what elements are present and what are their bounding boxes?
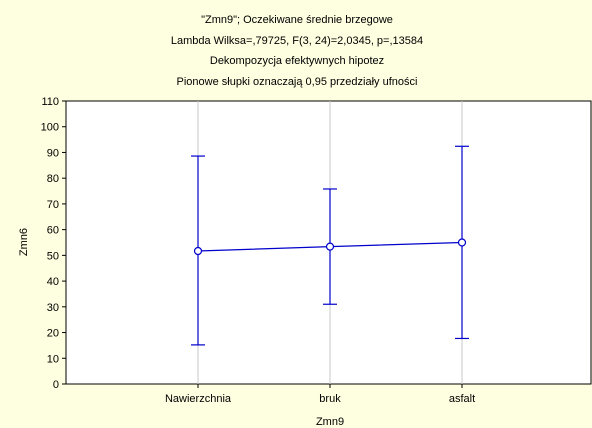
y-tick-label: 0 <box>53 379 59 391</box>
axis-layer: 0 10 20 30 40 50 60 70 80 90 100 110 Nawierzchnia bru… <box>41 96 476 405</box>
y-tick-label: 80 <box>47 173 59 185</box>
y-tick-label: 60 <box>47 225 59 237</box>
y-tick-label: 100 <box>41 122 59 134</box>
x-tick-label: bruk <box>319 393 341 405</box>
x-axis-label: Zmn9 <box>316 416 344 428</box>
chart-title: "Zmn9"; Oczekiwane średnie brzegowe Lamb… <box>171 14 423 88</box>
x-tick-label: asfalt <box>449 393 475 405</box>
x-tick-label: Nawierzchnia <box>165 393 232 405</box>
data-point-2 <box>457 238 467 247</box>
y-tick-label: 30 <box>47 302 59 314</box>
data-point-1 <box>325 242 335 251</box>
y-tick-label: 20 <box>47 328 59 340</box>
series-layer <box>191 145 469 346</box>
title-line-1: "Zmn9"; Oczekiwane średnie brzegowe <box>201 14 393 26</box>
y-tick-label: 90 <box>47 147 59 159</box>
y-tick-label: 50 <box>47 250 59 262</box>
y-tick-label: 70 <box>47 199 59 211</box>
y-tick-label: 10 <box>47 353 59 365</box>
data-point-0 <box>193 246 203 256</box>
y-axis-label: Zmn6 <box>18 228 30 256</box>
title-line-3: Dekompozycja efektywnych hipotez <box>210 55 384 67</box>
plot-area <box>65 100 592 385</box>
title-line-4: Pionowe słupki oznaczają 0,95 przedziały… <box>177 76 418 88</box>
y-tick-label: 40 <box>47 276 59 288</box>
y-tick-label: 110 <box>41 96 59 108</box>
title-line-2: Lambda Wilksa=,79725, F(3, 24)=2,0345, p… <box>171 35 423 47</box>
